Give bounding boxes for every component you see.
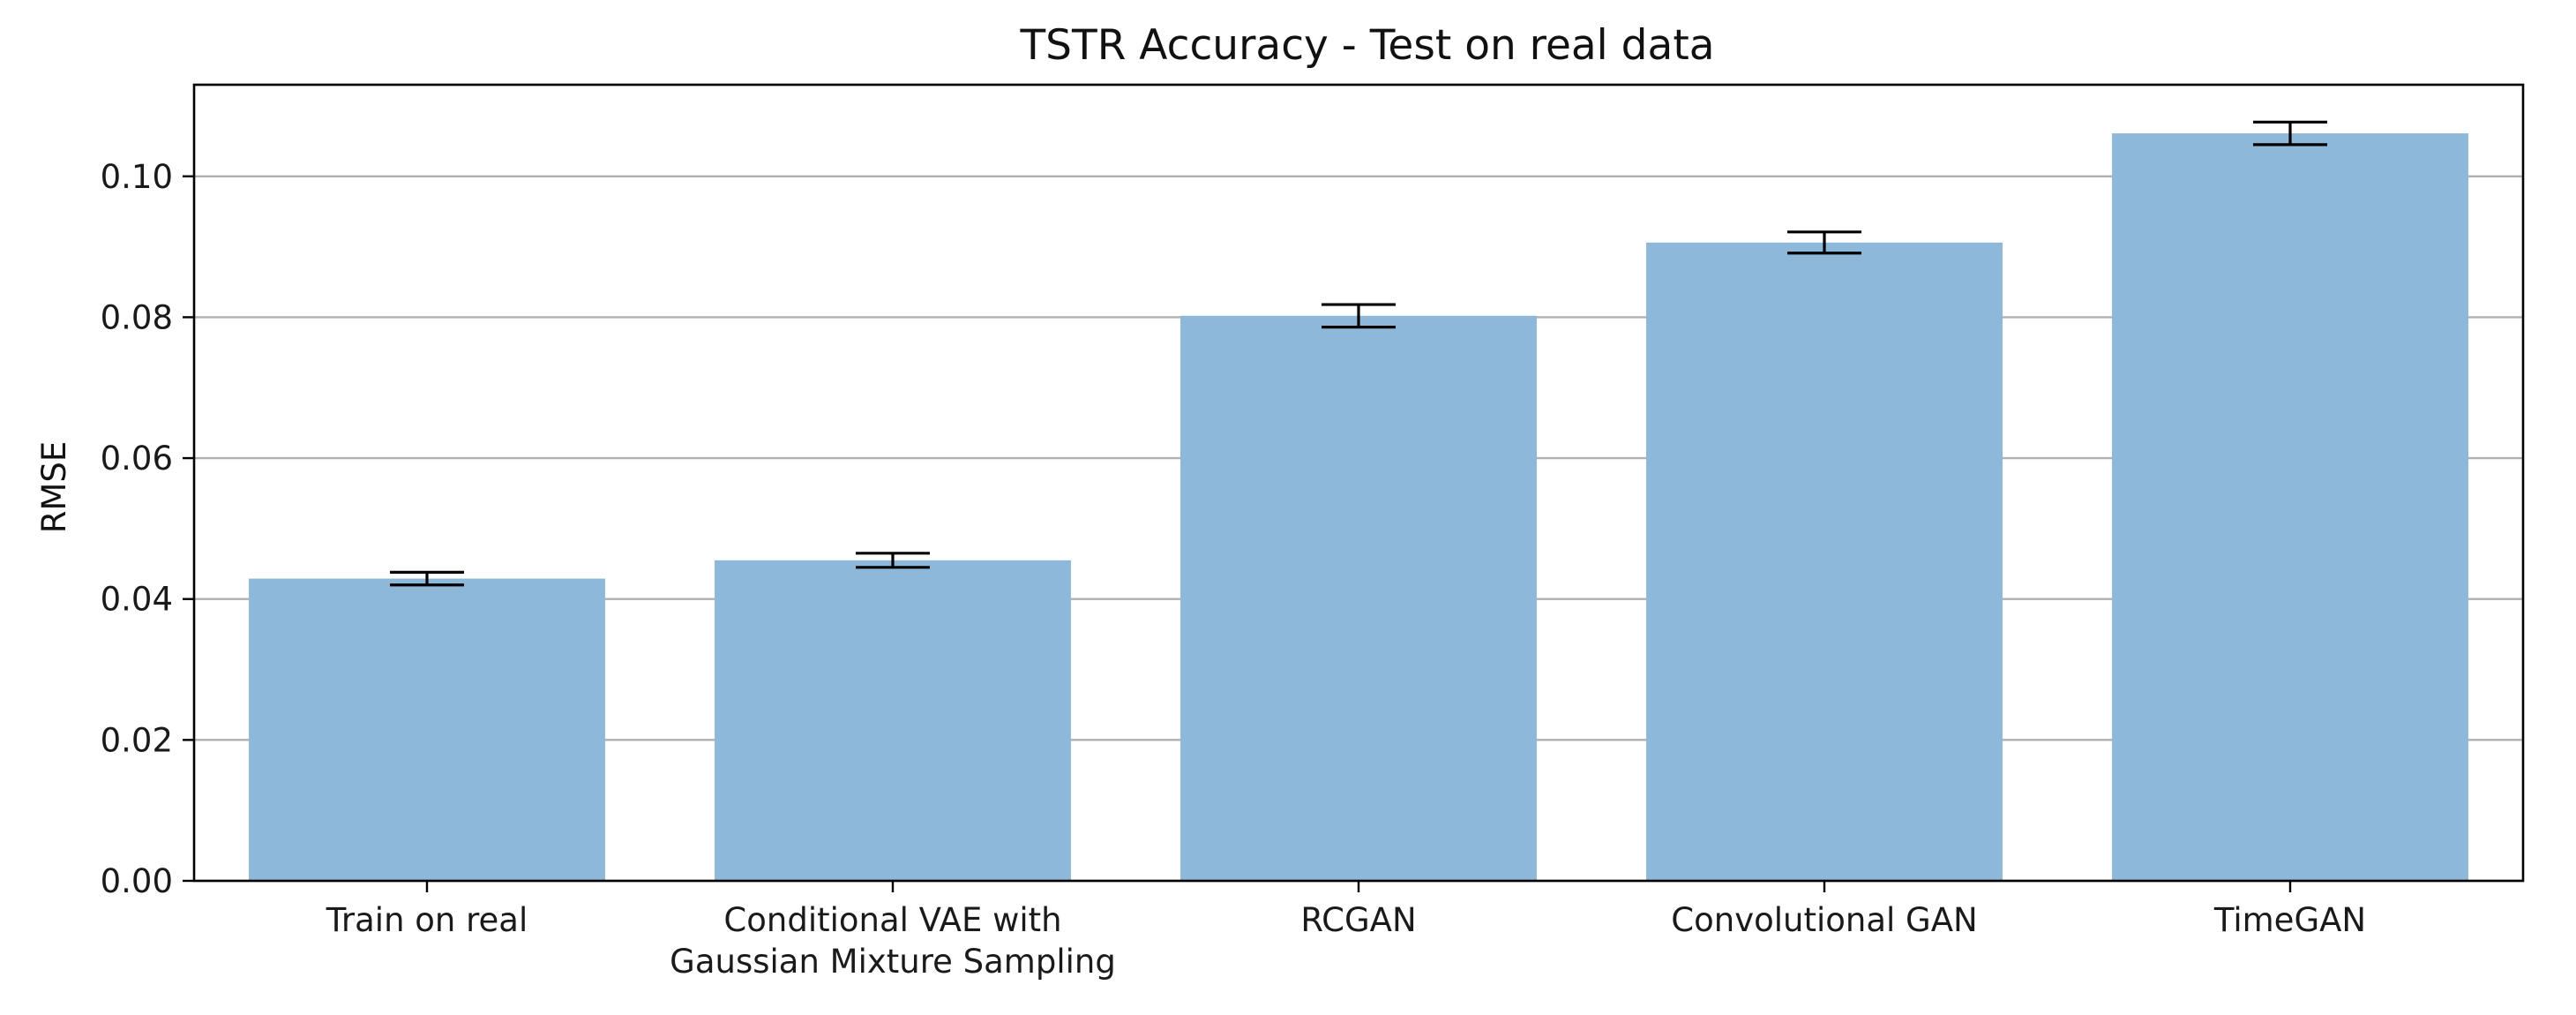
x-tick-label: RCGAN [1300, 901, 1416, 939]
bar [715, 560, 1071, 881]
plot-frame [192, 83, 2525, 883]
error-bar [856, 552, 930, 569]
y-tick-label: 0.02 [101, 721, 173, 759]
bar [2112, 133, 2468, 881]
chart-title: TSTR Accuracy - Test on real data [1019, 21, 1714, 70]
bar [1646, 242, 2003, 881]
bar [249, 578, 605, 881]
bar [1180, 315, 1537, 881]
y-tick-label: 0.04 [101, 581, 173, 619]
error-bar [390, 570, 464, 587]
x-tick-label: Conditional VAE with Gaussian Mixture Sam… [670, 901, 1116, 981]
y-tick-label: 0.00 [101, 862, 173, 900]
error-bar [1322, 303, 1396, 329]
x-tick-label: Train on real [326, 901, 528, 939]
y-tick-label: 0.10 [101, 158, 173, 196]
bar-layer [249, 133, 2468, 881]
error-bar [2253, 120, 2327, 147]
error-bar-layer [390, 120, 2327, 587]
x-tick-label: TimeGAN [2213, 901, 2366, 939]
axis-layer: 0.00 0.02 0.04 0.06 0.08 0.10 Train on real Con… [101, 83, 2525, 981]
x-tick-label: Convolutional GAN [1671, 901, 1977, 939]
y-tick-label: 0.08 [101, 298, 173, 336]
y-tick-label: 0.06 [101, 440, 173, 477]
error-bar [1787, 230, 1861, 255]
y-axis-label: RMSE [35, 441, 73, 534]
